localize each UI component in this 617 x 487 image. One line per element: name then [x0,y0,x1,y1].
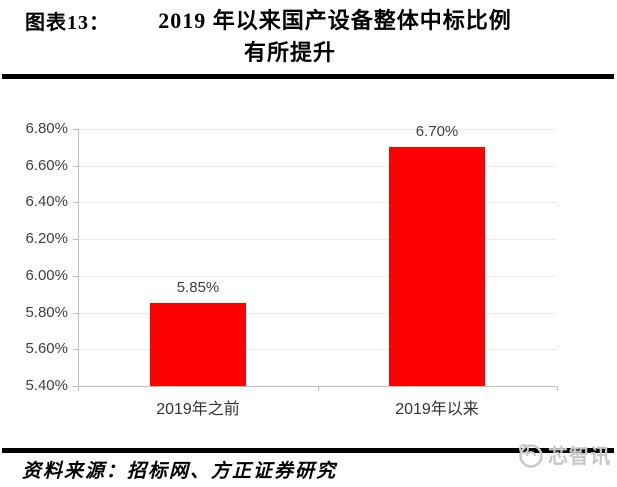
watermark-text: 芯智讯 [548,446,611,468]
gridline [78,202,557,203]
y-axis-tick-label: 5.80% [25,304,68,321]
y-axis-tick-mark [73,239,78,240]
x-axis-tick-mark [318,386,319,391]
gridline [78,276,557,277]
gridline [78,166,557,167]
y-axis-tick-mark [73,313,78,314]
bar-value-label: 6.70% [415,123,459,140]
y-axis-tick-mark [73,386,78,387]
y-axis-tick-label: 6.20% [25,230,68,247]
chart-title-line1: 2019 年以来国产设备整体中标比例 [158,8,512,33]
y-axis-tick-mark [73,129,78,130]
x-axis-tick-mark [557,386,558,391]
gridline [78,313,557,314]
y-axis-tick-label: 5.60% [25,340,68,357]
gridline [78,239,557,240]
y-axis-tick-label: 6.60% [25,157,68,174]
y-axis-tick-label: 6.00% [25,267,68,284]
y-axis-tick-mark [73,202,78,203]
watermark-logo-icon [519,443,543,468]
x-axis-tick-mark [78,386,79,391]
x-axis-category-label: 2019年以来 [395,401,479,418]
y-axis-tick-mark [73,166,78,167]
y-axis-tick-mark [73,276,78,277]
bottom-divider [2,448,614,453]
x-axis-category-label: 2019年之前 [156,401,240,418]
y-axis-tick-label: 5.40% [25,377,68,394]
figure-label: 图表13： [25,12,110,34]
y-axis-tick-label: 6.80% [25,120,68,137]
gridline [78,129,557,130]
y-axis-tick-mark [73,349,78,350]
top-divider [2,74,614,79]
source-text: 资料来源：招标网、方正证券研究 [22,461,338,482]
bar [150,303,246,386]
bar-value-label: 5.85% [176,279,220,296]
chart-title-line2: 有所提升 [243,40,336,65]
gridline [78,349,557,350]
y-axis-line [78,129,79,387]
bar [389,147,485,386]
y-axis-tick-label: 6.40% [25,193,68,210]
watermark: 芯智讯 [516,440,611,469]
